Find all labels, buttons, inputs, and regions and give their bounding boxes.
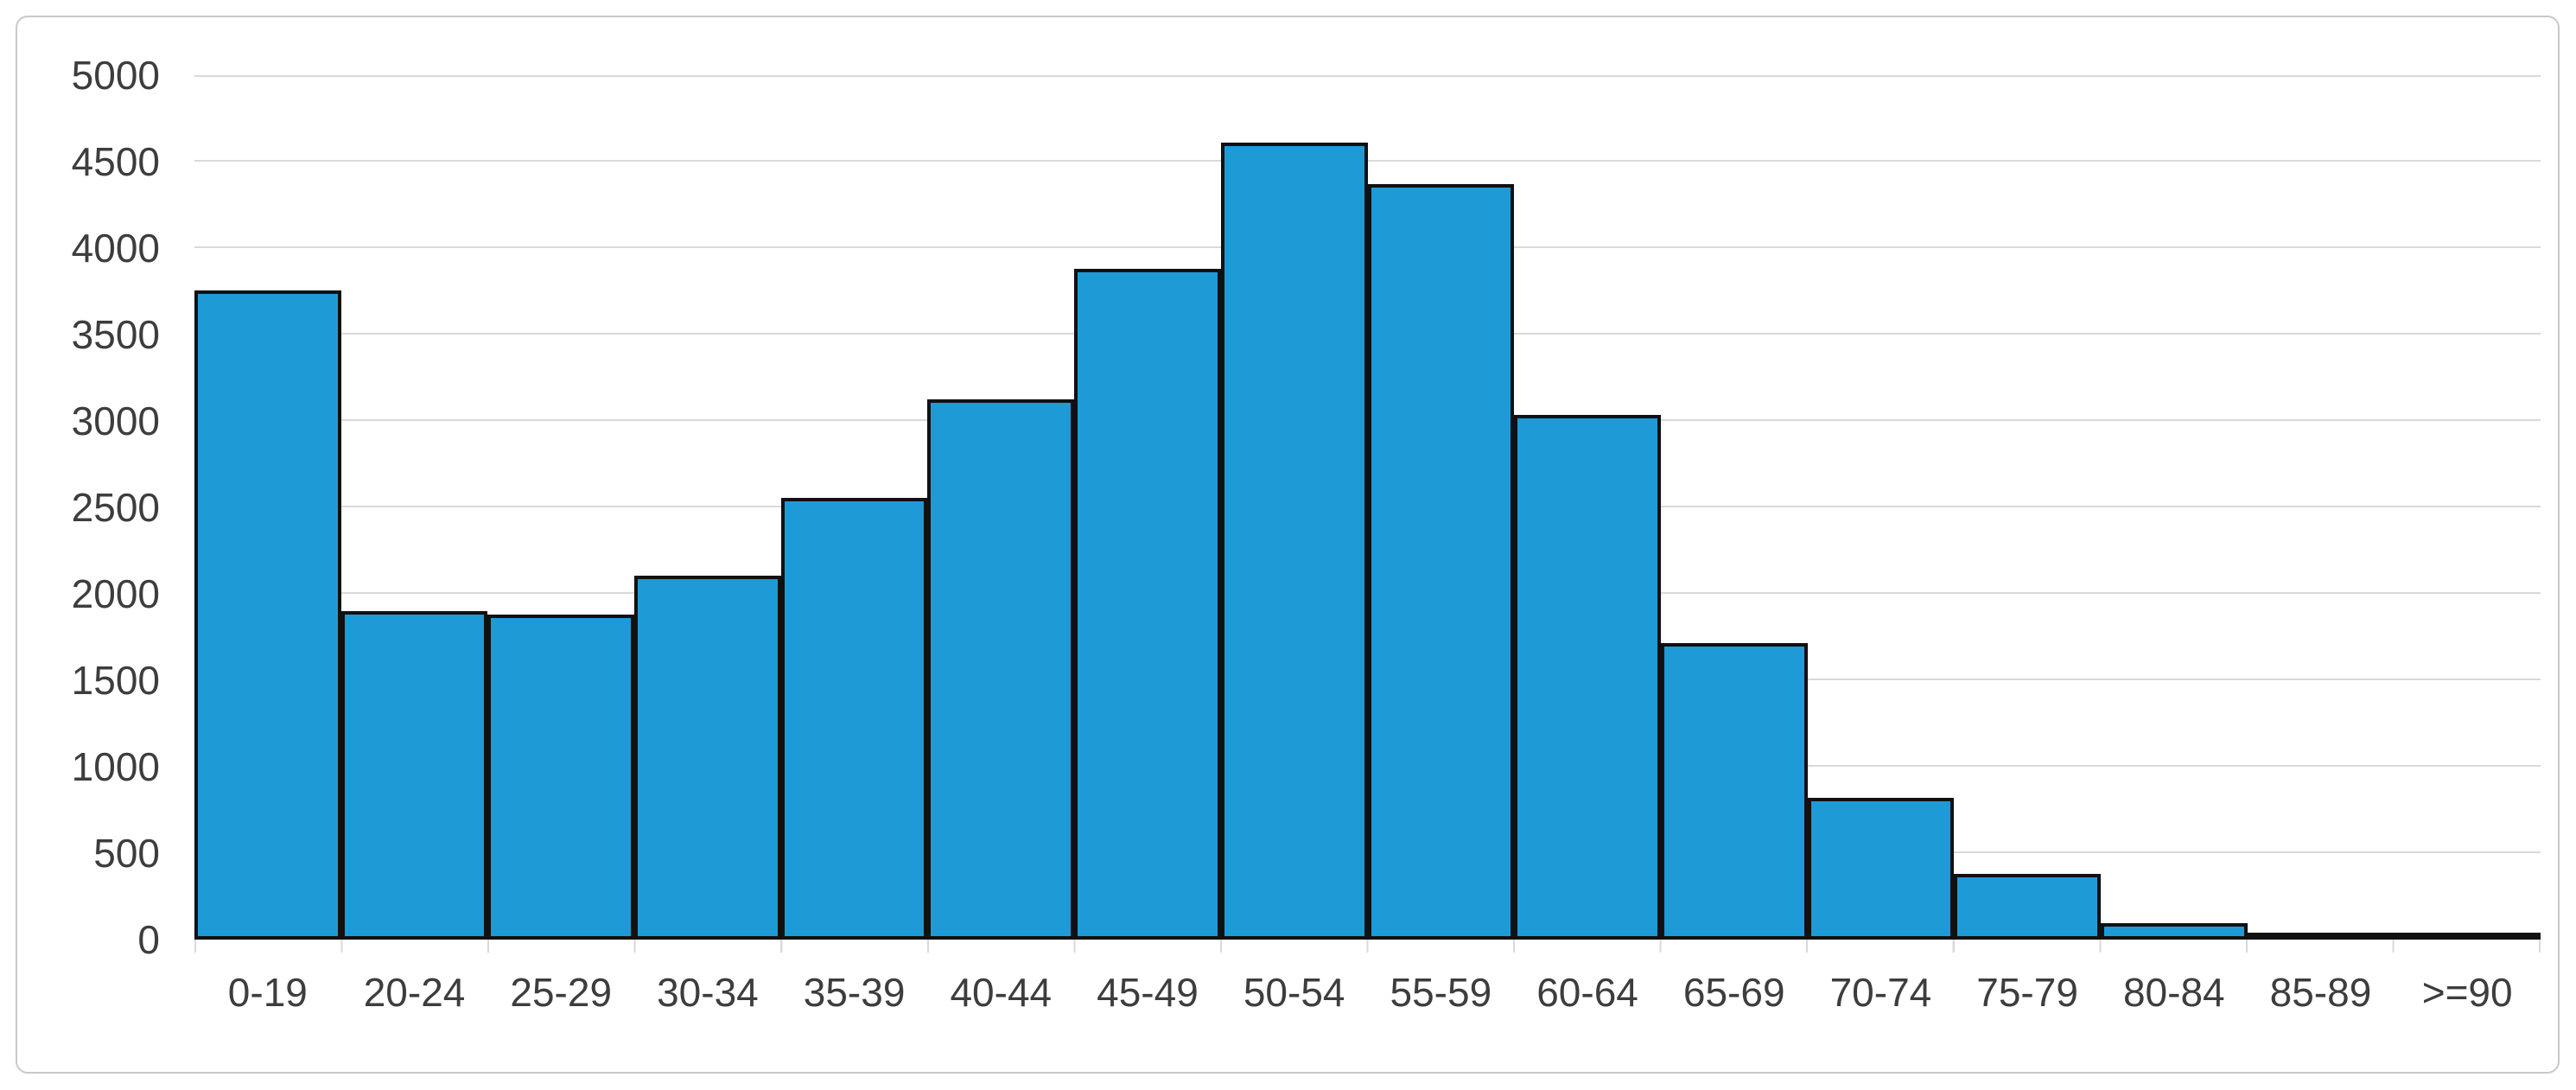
x-tick-label: 35-39	[803, 970, 906, 1015]
bar-25-29	[487, 614, 635, 940]
bar-slot-60-64	[1514, 77, 1661, 940]
bar-45-49	[1074, 268, 1221, 940]
bar-80-84	[2100, 923, 2248, 940]
y-tick-label: 1500	[71, 658, 160, 703]
bar-20-24	[340, 610, 488, 940]
y-tick-label: 2000	[71, 571, 160, 616]
bar-60-64	[1514, 415, 1661, 940]
bar-slot-20-24	[340, 77, 488, 940]
x-tick-label: 60-64	[1536, 970, 1638, 1015]
y-tick-label: 1000	[71, 744, 160, 789]
bar-slot-65-69	[1660, 77, 1808, 940]
y-tick-label: 500	[93, 831, 160, 876]
bar-slot-25-29	[487, 77, 635, 940]
bar-slot->=90	[2394, 77, 2541, 940]
y-tick-label: 3500	[71, 312, 160, 357]
x-tick-label: >=90	[2421, 970, 2513, 1015]
bar-slot-45-49	[1074, 77, 1221, 940]
bar-70-74	[1807, 798, 1955, 940]
y-tick-label: 4500	[71, 139, 160, 184]
bar-slot-55-59	[1367, 77, 1515, 940]
x-tick-label: 80-84	[2122, 970, 2225, 1015]
x-tick-label: 45-49	[1097, 970, 1199, 1015]
bar-75-79	[1954, 874, 2101, 940]
bar-85-89	[2247, 933, 2395, 940]
bar-slot-75-79	[1954, 77, 2101, 940]
bar-slot-50-54	[1220, 77, 1368, 940]
y-tick-label: 3000	[71, 398, 160, 443]
bar-0-19	[194, 290, 341, 940]
x-tick-label: 75-79	[1976, 970, 2078, 1015]
bar-series	[194, 77, 2541, 940]
bar-55-59	[1367, 183, 1515, 940]
x-tick-label: 50-54	[1243, 970, 1345, 1015]
y-tick-label: 5000	[71, 53, 160, 98]
x-tick-label: 40-44	[950, 970, 1053, 1015]
y-tick-label: 4000	[71, 226, 160, 271]
y-tick-label: 0	[137, 917, 160, 962]
x-tick-label: 85-89	[2269, 970, 2372, 1015]
x-axis-labels: 0-19 20-24 25-29 30-34 35-39 40-44 45-49 50-54 5…	[194, 965, 2541, 1020]
plot-area	[194, 75, 2541, 940]
x-tick-label: 55-59	[1390, 970, 1492, 1015]
bar-slot-85-89	[2247, 77, 2395, 940]
bar-slot-80-84	[2100, 77, 2248, 940]
x-tick-label: 30-34	[657, 970, 759, 1015]
x-tick-label: 70-74	[1829, 970, 1932, 1015]
bar-slot-30-34	[634, 77, 781, 940]
x-axis-tick-marks	[194, 940, 2541, 953]
x-tick-label: 0-19	[227, 970, 308, 1015]
bar-slot-70-74	[1807, 77, 1955, 940]
y-tick-label: 2500	[71, 485, 160, 530]
bar-slot-35-39	[780, 77, 928, 940]
x-tick-label: 20-24	[363, 970, 466, 1015]
x-tick-label: 65-69	[1682, 970, 1785, 1015]
bar-30-34	[634, 575, 781, 940]
bar->=90	[2394, 933, 2541, 940]
bar-50-54	[1220, 142, 1368, 940]
bar-slot-0-19	[194, 77, 341, 940]
bar-35-39	[780, 498, 928, 940]
x-tick-label: 25-29	[510, 970, 613, 1015]
y-axis-labels: 0 500 1000 1500 2000 2500 3000 3500 4000 4500 5000	[0, 0, 160, 1090]
bar-slot-40-44	[927, 77, 1075, 940]
bar-65-69	[1660, 642, 1808, 940]
bar-40-44	[927, 399, 1075, 940]
